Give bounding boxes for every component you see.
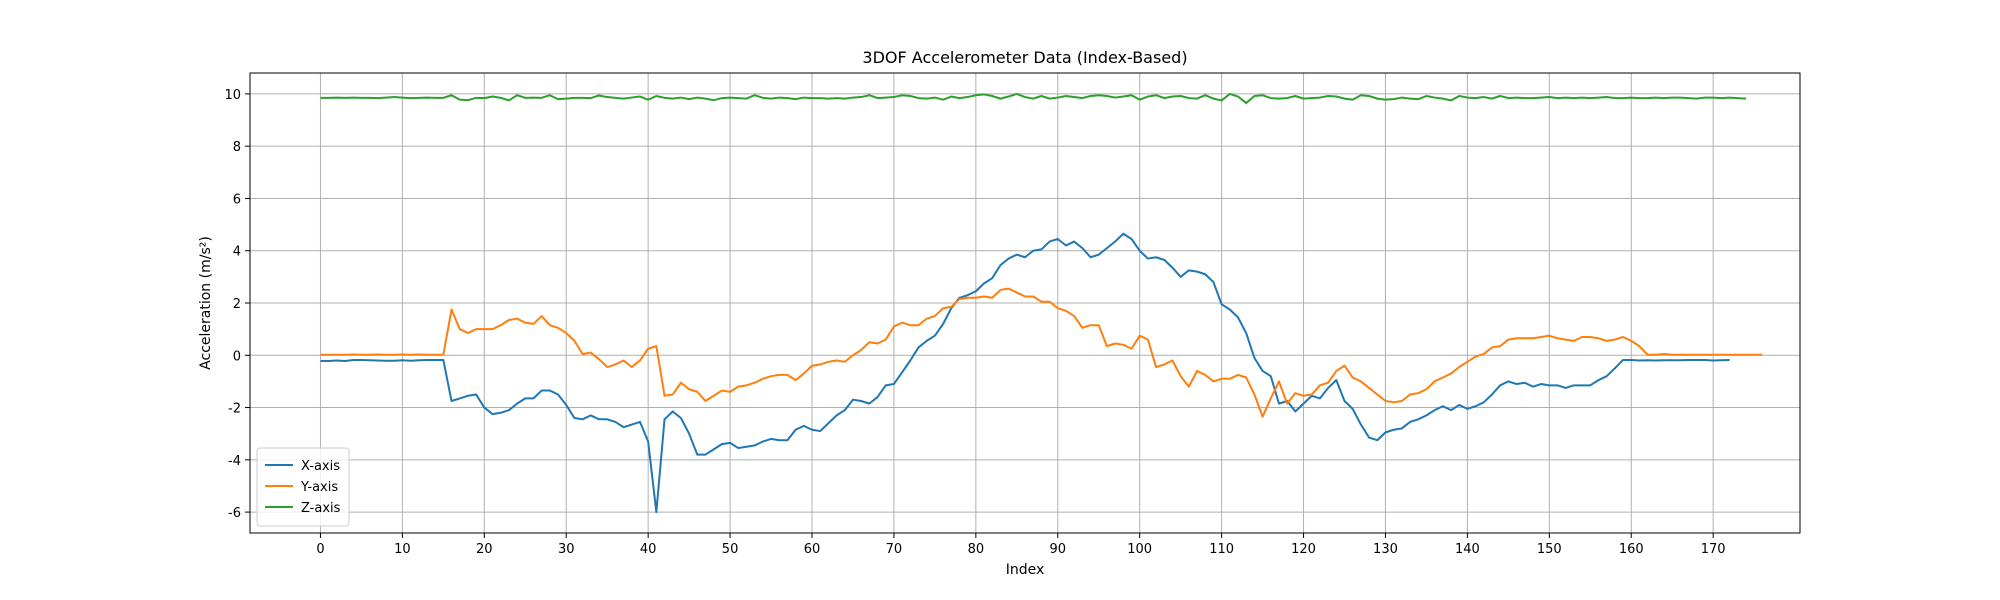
y-tick-label: 10 xyxy=(224,88,241,103)
x-tick-label: 150 xyxy=(1537,542,1562,557)
x-tick-label: 140 xyxy=(1455,542,1480,557)
series-lines xyxy=(320,92,1763,514)
x-tick-label: 160 xyxy=(1619,542,1644,557)
x-tick-label: 10 xyxy=(394,542,411,557)
x-tick-label: 100 xyxy=(1127,542,1152,557)
x-tick-label: 130 xyxy=(1373,542,1398,557)
x-tick-label: 80 xyxy=(968,542,985,557)
y-tick-label: -6 xyxy=(228,506,241,521)
legend: X-axis Y-axis Z-axis xyxy=(256,447,350,527)
y-axis-label: Acceleration (m/s²) xyxy=(198,236,214,370)
x-tick-label: 50 xyxy=(722,542,739,557)
chart-title: 3DOF Accelerometer Data (Index-Based) xyxy=(862,48,1187,67)
legend-entry-label: Y-axis xyxy=(300,480,338,495)
y-tick-label: 2 xyxy=(233,297,241,312)
x-tick-label: 90 xyxy=(1049,542,1066,557)
y-tick-label: 4 xyxy=(233,245,241,260)
grid xyxy=(250,73,1800,533)
y-tick-label: 6 xyxy=(233,192,241,207)
legend-entry-label: X-axis xyxy=(301,459,340,474)
x-axis-label: Index xyxy=(1006,562,1045,578)
y-tick-label: 0 xyxy=(233,349,241,364)
series-line-y-axis xyxy=(320,287,1763,418)
x-tick-label: 170 xyxy=(1701,542,1726,557)
x-tick-label: 70 xyxy=(886,542,903,557)
x-tick-label: 40 xyxy=(640,542,657,557)
series-line-z-axis xyxy=(320,92,1746,105)
y-tick-label: -2 xyxy=(228,402,241,417)
legend-entry-label: Z-axis xyxy=(301,501,341,516)
x-tick-label: 20 xyxy=(476,542,493,557)
ticks: 0 10 20 30 40 50 60 70 80 90 100 110 120 130 140 150 160… xyxy=(224,88,1725,557)
x-tick-label: 110 xyxy=(1209,542,1234,557)
y-tick-label: -4 xyxy=(228,454,241,469)
y-tick-label: 8 xyxy=(233,140,241,155)
x-tick-label: 30 xyxy=(558,542,575,557)
series-line-x-axis xyxy=(320,232,1730,514)
x-tick-label: 60 xyxy=(804,542,821,557)
x-tick-label: 120 xyxy=(1291,542,1316,557)
x-tick-label: 0 xyxy=(316,542,324,557)
